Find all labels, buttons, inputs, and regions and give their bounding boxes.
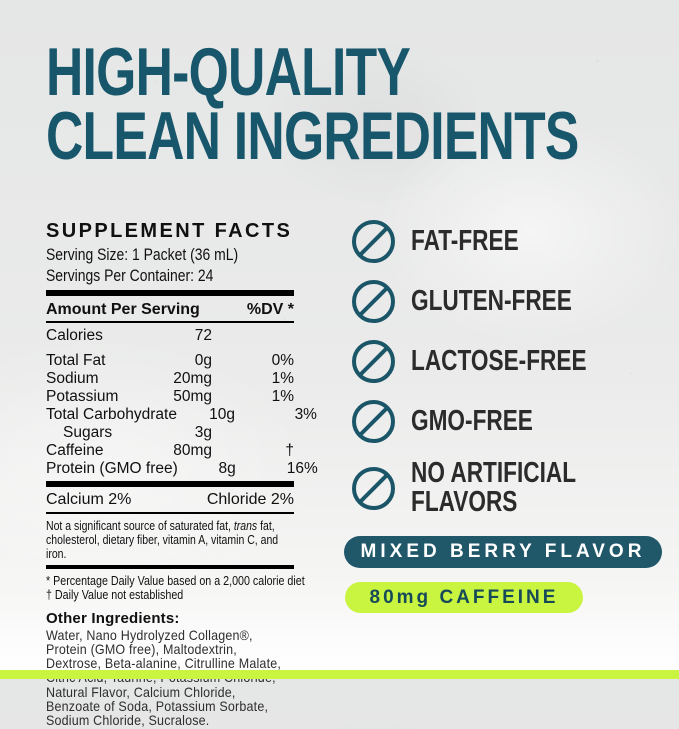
divider-thin — [46, 321, 294, 323]
not-significant-note: Not a significant source of saturated fa… — [46, 517, 294, 561]
nutrient-amount: 3g — [194, 424, 212, 441]
other-ingredients-label: Other Ingredients: — [46, 609, 180, 627]
flavor-pill-label: MIXED BERRY FLAVOR — [360, 541, 646, 562]
footnote-daily-value: * Percentage Daily Value based on a 2,00… — [46, 573, 305, 588]
facts-title: SUPPLEMENT FACTS — [46, 220, 293, 242]
dv-header: %DV * — [246, 301, 294, 318]
table-row-total-carbohydrate: Total Carbohydrate 10g 3% — [46, 406, 317, 424]
nutrient-label: Sodium — [46, 370, 99, 387]
no-symbol-icon — [352, 400, 395, 443]
no-symbol-icon — [352, 280, 395, 323]
nutrient-amount: 0g — [194, 352, 212, 369]
supplement-facts-panel: SUPPLEMENT FACTS Serving Size: 1 Packet … — [46, 220, 318, 729]
nutrient-amount: 20mg — [173, 370, 212, 387]
flavor-pill: MIXED BERRY FLAVOR — [344, 536, 662, 568]
note-text: Not a significant source of saturated fa… — [46, 517, 234, 533]
nutrient-dv — [212, 424, 294, 442]
no-symbol-icon — [352, 220, 395, 263]
nutrient-dv — [212, 327, 294, 345]
page-title-line2: CLEAN INGREDIENTS — [46, 98, 579, 174]
badge-label: GMO-FREE — [411, 405, 533, 437]
nutrient-amount: 80mg — [173, 442, 212, 459]
table-row-calories: Calories 72 — [46, 327, 294, 345]
nutrient-dv: 3% — [294, 406, 317, 423]
nutrient-label: Total Carbohydrate — [46, 406, 177, 423]
table-row-caffeine: Caffeine 80mg † — [46, 442, 294, 460]
divider-thick — [46, 481, 294, 487]
divider-thick — [46, 564, 294, 569]
no-symbol-icon — [352, 466, 395, 510]
badge-no-artificial-flavors: NO ARTIFICIAL FLAVORS — [351, 459, 661, 517]
badge-gluten-free: GLUTEN-FREE — [351, 279, 661, 324]
divider-thick — [46, 290, 294, 296]
table-row-potassium: Potassium 50mg 1% — [46, 388, 294, 406]
page-title: HIGH-QUALITY CLEAN INGREDIENTS — [46, 34, 579, 174]
nutrient-dv: 1% — [271, 370, 294, 387]
nutrient-label: Caffeine — [46, 442, 104, 459]
nutrient-dv: 16% — [286, 460, 318, 477]
no-symbol-icon — [352, 340, 395, 383]
badge-gmo-free: GMO-FREE — [351, 399, 661, 444]
bottom-accent-strip — [0, 670, 679, 679]
table-row-protein: Protein (GMO free) 8g 16% — [46, 460, 318, 478]
nutrient-dv: † — [285, 442, 294, 459]
nutrient-dv: 0% — [271, 352, 294, 369]
servings-per-container: Servings Per Container: 24 — [46, 266, 214, 285]
caffeine-pill: 80mg CAFFEINE — [345, 582, 583, 613]
facts-column-headers: Amount Per Serving %DV * — [46, 301, 294, 319]
nutrient-label: Total Fat — [46, 352, 106, 369]
badge-label: LACTOSE-FREE — [411, 345, 587, 377]
free-from-badges: FAT-FREE GLUTEN-FREE LACTOSE-FREE GMO-FR… — [351, 219, 661, 517]
nutrient-label: Potassium — [46, 388, 119, 405]
badge-lactose-free: LACTOSE-FREE — [351, 339, 661, 384]
amount-per-serving-header: Amount Per Serving — [46, 301, 200, 318]
table-row-total-fat: Total Fat 0g 0% — [46, 352, 294, 370]
note-italic-word: trans — [233, 517, 258, 533]
serving-size: Serving Size: 1 Packet (36 mL) — [46, 245, 239, 264]
nutrient-label: Sugars — [63, 424, 113, 441]
badge-label: FAT-FREE — [411, 225, 519, 257]
table-row-sugars: Sugars 3g — [46, 424, 294, 442]
nutrient-amount: 8g — [218, 460, 236, 477]
nutrient-label: Protein (GMO free) — [46, 460, 178, 477]
nutrient-amount: 72 — [194, 327, 212, 344]
nutrient-amount: 10g — [209, 406, 235, 423]
nutrient-amount: 50mg — [173, 388, 212, 405]
divider-thin — [46, 512, 294, 514]
badge-label: NO ARTIFICIAL FLAVORS — [411, 457, 576, 518]
note-text: fat, cholesterol, dietary fiber, vitamin… — [46, 517, 279, 561]
footnote-dagger: † Daily Value not established — [46, 588, 184, 602]
table-row-sodium: Sodium 20mg 1% — [46, 370, 294, 388]
page-title-line1: HIGH-QUALITY — [46, 34, 411, 110]
nutrient-dv: 1% — [271, 388, 294, 405]
chloride-value: Chloride 2% — [206, 491, 294, 508]
badge-fat-free: FAT-FREE — [351, 219, 661, 264]
badge-label: GLUTEN-FREE — [411, 285, 572, 317]
calcium-value: Calcium 2% — [46, 491, 132, 508]
caffeine-pill-label: 80mg CAFFEINE — [369, 586, 559, 608]
minerals-row: Calcium 2% Chloride 2% — [46, 491, 294, 509]
nutrient-label: Calories — [46, 327, 103, 344]
